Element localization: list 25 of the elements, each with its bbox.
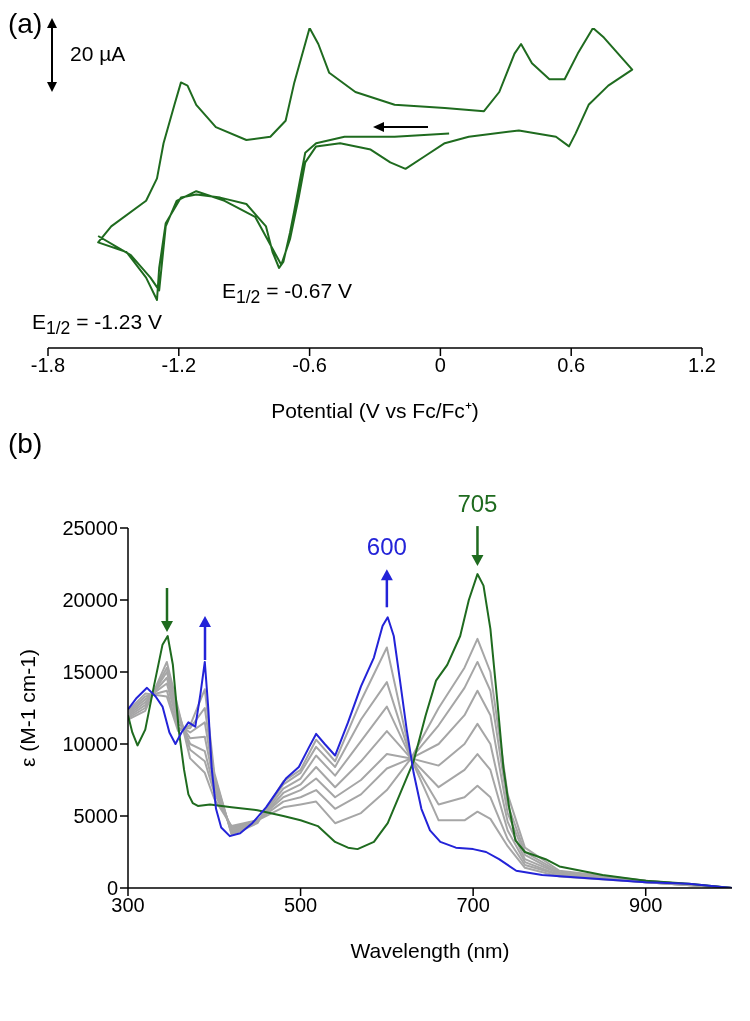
y-tick-label: 10000	[62, 733, 118, 756]
chart-title: (a)	[8, 8, 43, 40]
x-tick-label: 900	[629, 894, 663, 917]
y-tick-label: 20000	[62, 589, 118, 612]
x-axis-title: Potential (V vs Fc/Fc⁺)	[271, 399, 479, 422]
annotation: E$_{1/2}$ = -0.67 V	[222, 279, 352, 309]
annotation: 600	[365, 533, 408, 562]
x-axis-title: Wavelength (nm)	[350, 939, 510, 962]
y-axis-title: ε (M-1 cm-1)	[16, 649, 40, 767]
x-tick-label: -1.2	[161, 354, 197, 377]
x-tick-label: 1.2	[688, 354, 716, 377]
x-tick-label: 700	[456, 894, 490, 917]
chart-title: (b)	[8, 428, 43, 460]
x-tick-label: 0	[434, 354, 446, 377]
y-tick-label: 15000	[62, 661, 118, 684]
x-tick-label: -0.6	[292, 354, 327, 377]
y-tick-label: 25000	[62, 517, 118, 540]
annotation: E$_{1/2}$ = -1.23 V	[32, 310, 162, 340]
annotation: 20 µA	[70, 42, 126, 66]
y-tick-label: 5000	[73, 805, 118, 828]
x-tick-label: 300	[111, 894, 145, 917]
x-tick-label: 0.6	[557, 354, 586, 377]
annotation: 705	[456, 490, 499, 519]
x-tick-label: -1.8	[30, 354, 66, 377]
x-tick-label: 500	[283, 894, 318, 917]
